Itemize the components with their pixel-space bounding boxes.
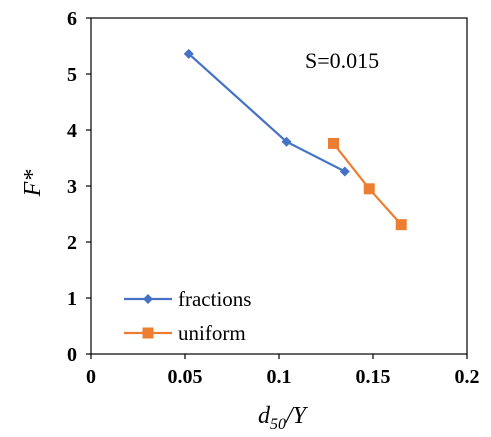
plot-area xyxy=(90,17,468,355)
x-tick-label: 0.1 xyxy=(267,366,292,388)
x-tick-label: 0.05 xyxy=(168,366,203,388)
legend-swatch-marker xyxy=(142,327,154,339)
data-point-fractions xyxy=(281,136,292,147)
legend-item-uniform: uniform xyxy=(124,321,246,345)
x-tick-label: 0.2 xyxy=(455,366,480,388)
y-tick-label: 2 xyxy=(67,232,77,254)
y-tick-label: 6 xyxy=(67,8,77,30)
legend-label: uniform xyxy=(178,321,246,345)
plot-frame xyxy=(90,17,468,355)
legend-item-fractions: fractions xyxy=(124,287,251,311)
y-tick-label: 3 xyxy=(67,176,77,198)
data-point-uniform xyxy=(363,183,375,195)
x-axis-title: d50/Y xyxy=(258,403,309,433)
y-tick-label: 0 xyxy=(67,344,77,366)
series-uniform xyxy=(328,137,407,231)
x-axis-title-main: d xyxy=(258,403,271,429)
legend-swatch-marker xyxy=(143,294,153,304)
y-tick-label: 1 xyxy=(67,288,77,310)
legend-label: fractions xyxy=(178,287,251,311)
data-point-uniform xyxy=(395,219,407,231)
data-point-uniform xyxy=(328,137,340,149)
legend: fractions uniform xyxy=(124,287,251,345)
series-layer xyxy=(183,48,407,231)
x-axis-title-subscript: 50 xyxy=(270,416,286,433)
ticks: 0 0.05 0.1 0.15 0.2 0 1 2 3 4 5 6 xyxy=(67,8,480,388)
x-axis-title-tail: /Y xyxy=(284,403,309,429)
y-axis-title: F* xyxy=(20,170,46,198)
data-point-fractions xyxy=(183,48,194,59)
series-fractions xyxy=(183,48,350,177)
annotation-text: S=0.015 xyxy=(305,48,379,73)
y-tick-label: 4 xyxy=(67,120,77,142)
y-tick-label: 5 xyxy=(67,64,77,86)
x-tick-label: 0 xyxy=(86,366,96,388)
x-tick-label: 0.15 xyxy=(356,366,391,388)
data-point-fractions xyxy=(339,166,350,177)
